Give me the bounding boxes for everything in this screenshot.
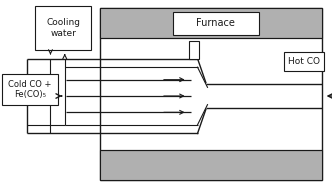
Bar: [2, 74, 58, 105]
Bar: [100, 150, 322, 180]
Bar: [189, 41, 199, 59]
Bar: [284, 52, 324, 71]
Text: Cold CO +
Fe(CO)₅: Cold CO + Fe(CO)₅: [8, 79, 51, 99]
Bar: [173, 12, 259, 35]
Text: Furnace: Furnace: [196, 18, 235, 28]
Bar: [100, 8, 322, 38]
Text: Cooling
water: Cooling water: [46, 18, 80, 38]
Bar: [100, 8, 322, 180]
Bar: [35, 6, 91, 50]
Text: Hot CO: Hot CO: [288, 57, 320, 66]
